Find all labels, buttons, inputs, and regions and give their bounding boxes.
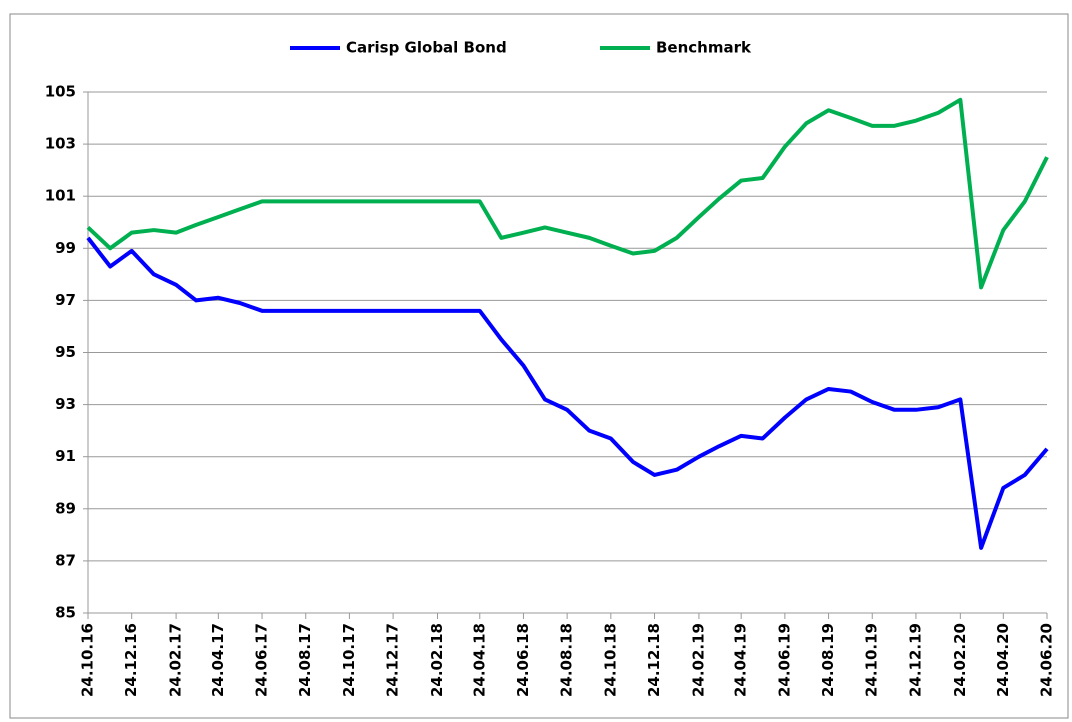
y-tick-label: 95 <box>55 343 76 361</box>
y-tick-label: 93 <box>55 395 76 413</box>
y-tick-label: 85 <box>55 604 76 622</box>
y-tick-label: 101 <box>45 187 76 205</box>
y-tick-label: 99 <box>55 239 76 257</box>
y-tick-label: 97 <box>55 291 76 309</box>
x-tick-label: 24.06.20 <box>1038 623 1056 697</box>
x-tick-label: 24.06.17 <box>253 623 271 697</box>
x-tick-label: 24.08.17 <box>296 623 314 697</box>
legend-label: Benchmark <box>656 39 752 57</box>
series-line <box>86 236 1049 550</box>
x-tick-label: 24.12.19 <box>906 623 924 697</box>
x-tick-label: 24.10.17 <box>340 623 358 697</box>
x-tick-label: 24.10.18 <box>601 623 619 697</box>
legend-label: Carisp Global Bond <box>346 39 507 57</box>
x-tick-label: 24.06.18 <box>514 623 532 697</box>
x-tick-label: 24.10.16 <box>79 623 97 697</box>
x-tick-label: 24.04.18 <box>470 623 488 697</box>
x-tick-label: 24.12.17 <box>384 623 402 697</box>
x-tick-label: 24.02.20 <box>951 623 969 697</box>
x-tick-label: 24.08.18 <box>558 623 576 697</box>
x-tick-label: 24.04.20 <box>994 623 1012 697</box>
x-tick-label: 24.02.18 <box>428 623 446 697</box>
x-tick-label: 24.10.19 <box>863 623 881 697</box>
x-tick-label: 24.08.19 <box>819 623 837 697</box>
x-tick-label: 24.04.19 <box>732 623 750 697</box>
x-tick-label: 24.12.18 <box>645 623 663 697</box>
y-tick-label: 89 <box>55 499 76 517</box>
x-tick-label: 24.06.19 <box>775 623 793 697</box>
series-line <box>86 97 1049 290</box>
y-tick-label: 103 <box>45 135 76 153</box>
x-tick-label: 24.02.17 <box>167 623 185 697</box>
x-tick-label: 24.02.19 <box>689 623 707 697</box>
y-tick-label: 87 <box>55 551 76 569</box>
x-tick-label: 24.12.16 <box>122 623 140 697</box>
chart-frame <box>9 13 1069 719</box>
y-tick-label: 91 <box>55 447 76 465</box>
x-tick-label: 24.04.17 <box>209 623 227 697</box>
y-tick-label: 105 <box>45 83 76 101</box>
